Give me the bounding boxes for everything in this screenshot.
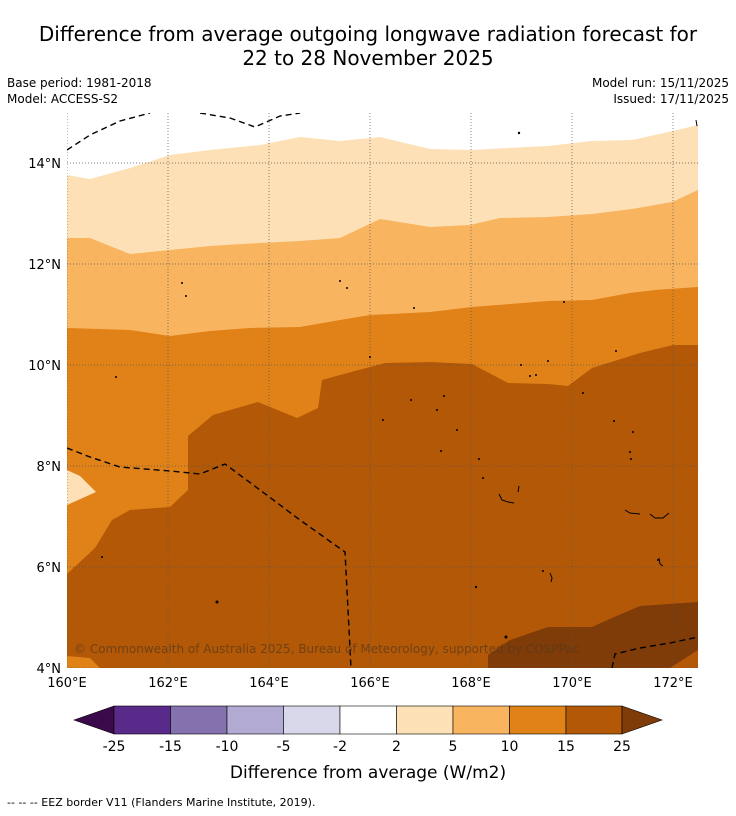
eez-borders	[67, 113, 698, 668]
model-run: Model run: 15/11/2025	[591, 76, 729, 90]
colorbar-swatch	[509, 705, 567, 735]
title-line-2: 22 to 28 November 2025	[242, 46, 494, 70]
colorbar-swatch	[339, 705, 397, 735]
band-bottom-left-small	[67, 656, 100, 668]
lat-axis: 4°N 6°N 8°N 10°N 12°N 14°N	[28, 157, 61, 677]
map-area: © Commonwealth of Australia 2025, Bureau…	[67, 113, 698, 668]
colorbar-under-arrow	[73, 705, 115, 735]
colorbar-tick: 15	[557, 739, 575, 755]
colorbar-tick: -5	[277, 739, 291, 755]
colorbar	[73, 705, 663, 735]
colorbar-tick: -25	[103, 739, 126, 755]
meta-right: Model run: 15/11/2025 Issued: 17/11/2025	[592, 75, 729, 107]
lat-label: 4°N	[37, 662, 62, 677]
lon-axis: 160°E 162°E 164°E 166°E 168°E 170°E 172°…	[47, 676, 693, 691]
islands	[101, 131, 659, 639]
footer-note: -- -- -- EEZ border V11 (Flanders Marine…	[7, 796, 316, 809]
copyright-text: © Commonwealth of Australia 2025, Bureau…	[74, 642, 579, 656]
colorbar-label: Difference from average (W/m2)	[230, 763, 506, 783]
lat-label: 10°N	[28, 359, 61, 374]
band-left-pocket	[67, 470, 96, 505]
base-period: Base period: 1981-2018	[7, 76, 152, 90]
colorbar-ticks: -25 -15 -10 -5 -2 2 5 10 15 25	[103, 739, 631, 755]
island-outlines	[498, 119, 698, 583]
colorbar-swatch	[170, 705, 228, 735]
colorbar-tick: 2	[392, 739, 401, 755]
colorbar-tick: -10	[216, 739, 239, 755]
colorbar-swatch	[283, 705, 341, 735]
colorbar-tick: -15	[159, 739, 182, 755]
lon-label: 164°E	[249, 676, 289, 691]
colorbar-tick: -2	[333, 739, 347, 755]
colorbar-tick: 10	[501, 739, 519, 755]
chart-title: Difference from average outgoing longwav…	[0, 22, 736, 70]
model-name: Model: ACCESS-S2	[7, 92, 119, 106]
title-line-1: Difference from average outgoing longwav…	[38, 22, 698, 46]
colorbar-swatch	[226, 705, 284, 735]
colorbar-swatch	[396, 705, 454, 735]
colorbar-swatch	[452, 705, 510, 735]
lon-label: 166°E	[350, 676, 390, 691]
lat-label: 6°N	[37, 561, 62, 576]
colorbar-swatch	[565, 705, 623, 735]
colorbar-tick: 25	[613, 739, 631, 755]
band-over-25	[488, 602, 698, 668]
band-white	[67, 113, 698, 179]
colorbar-tick: 5	[449, 739, 458, 755]
meta-left: Base period: 1981-2018 Model: ACCESS-S2	[7, 75, 152, 107]
lat-label: 14°N	[28, 157, 61, 172]
lon-label: 160°E	[47, 676, 87, 691]
issued-date: Issued: 17/11/2025	[613, 92, 729, 106]
graticule	[67, 113, 698, 668]
lat-label: 8°N	[37, 460, 62, 475]
band-bottom-right-small	[670, 650, 698, 668]
lon-label: 170°E	[552, 676, 592, 691]
lat-label: 12°N	[28, 258, 61, 273]
colorbar-swatch	[113, 705, 171, 735]
colorbar-over-arrow	[621, 705, 663, 735]
lon-label: 162°E	[148, 676, 188, 691]
lon-label: 172°E	[653, 676, 693, 691]
lon-label: 168°E	[451, 676, 491, 691]
